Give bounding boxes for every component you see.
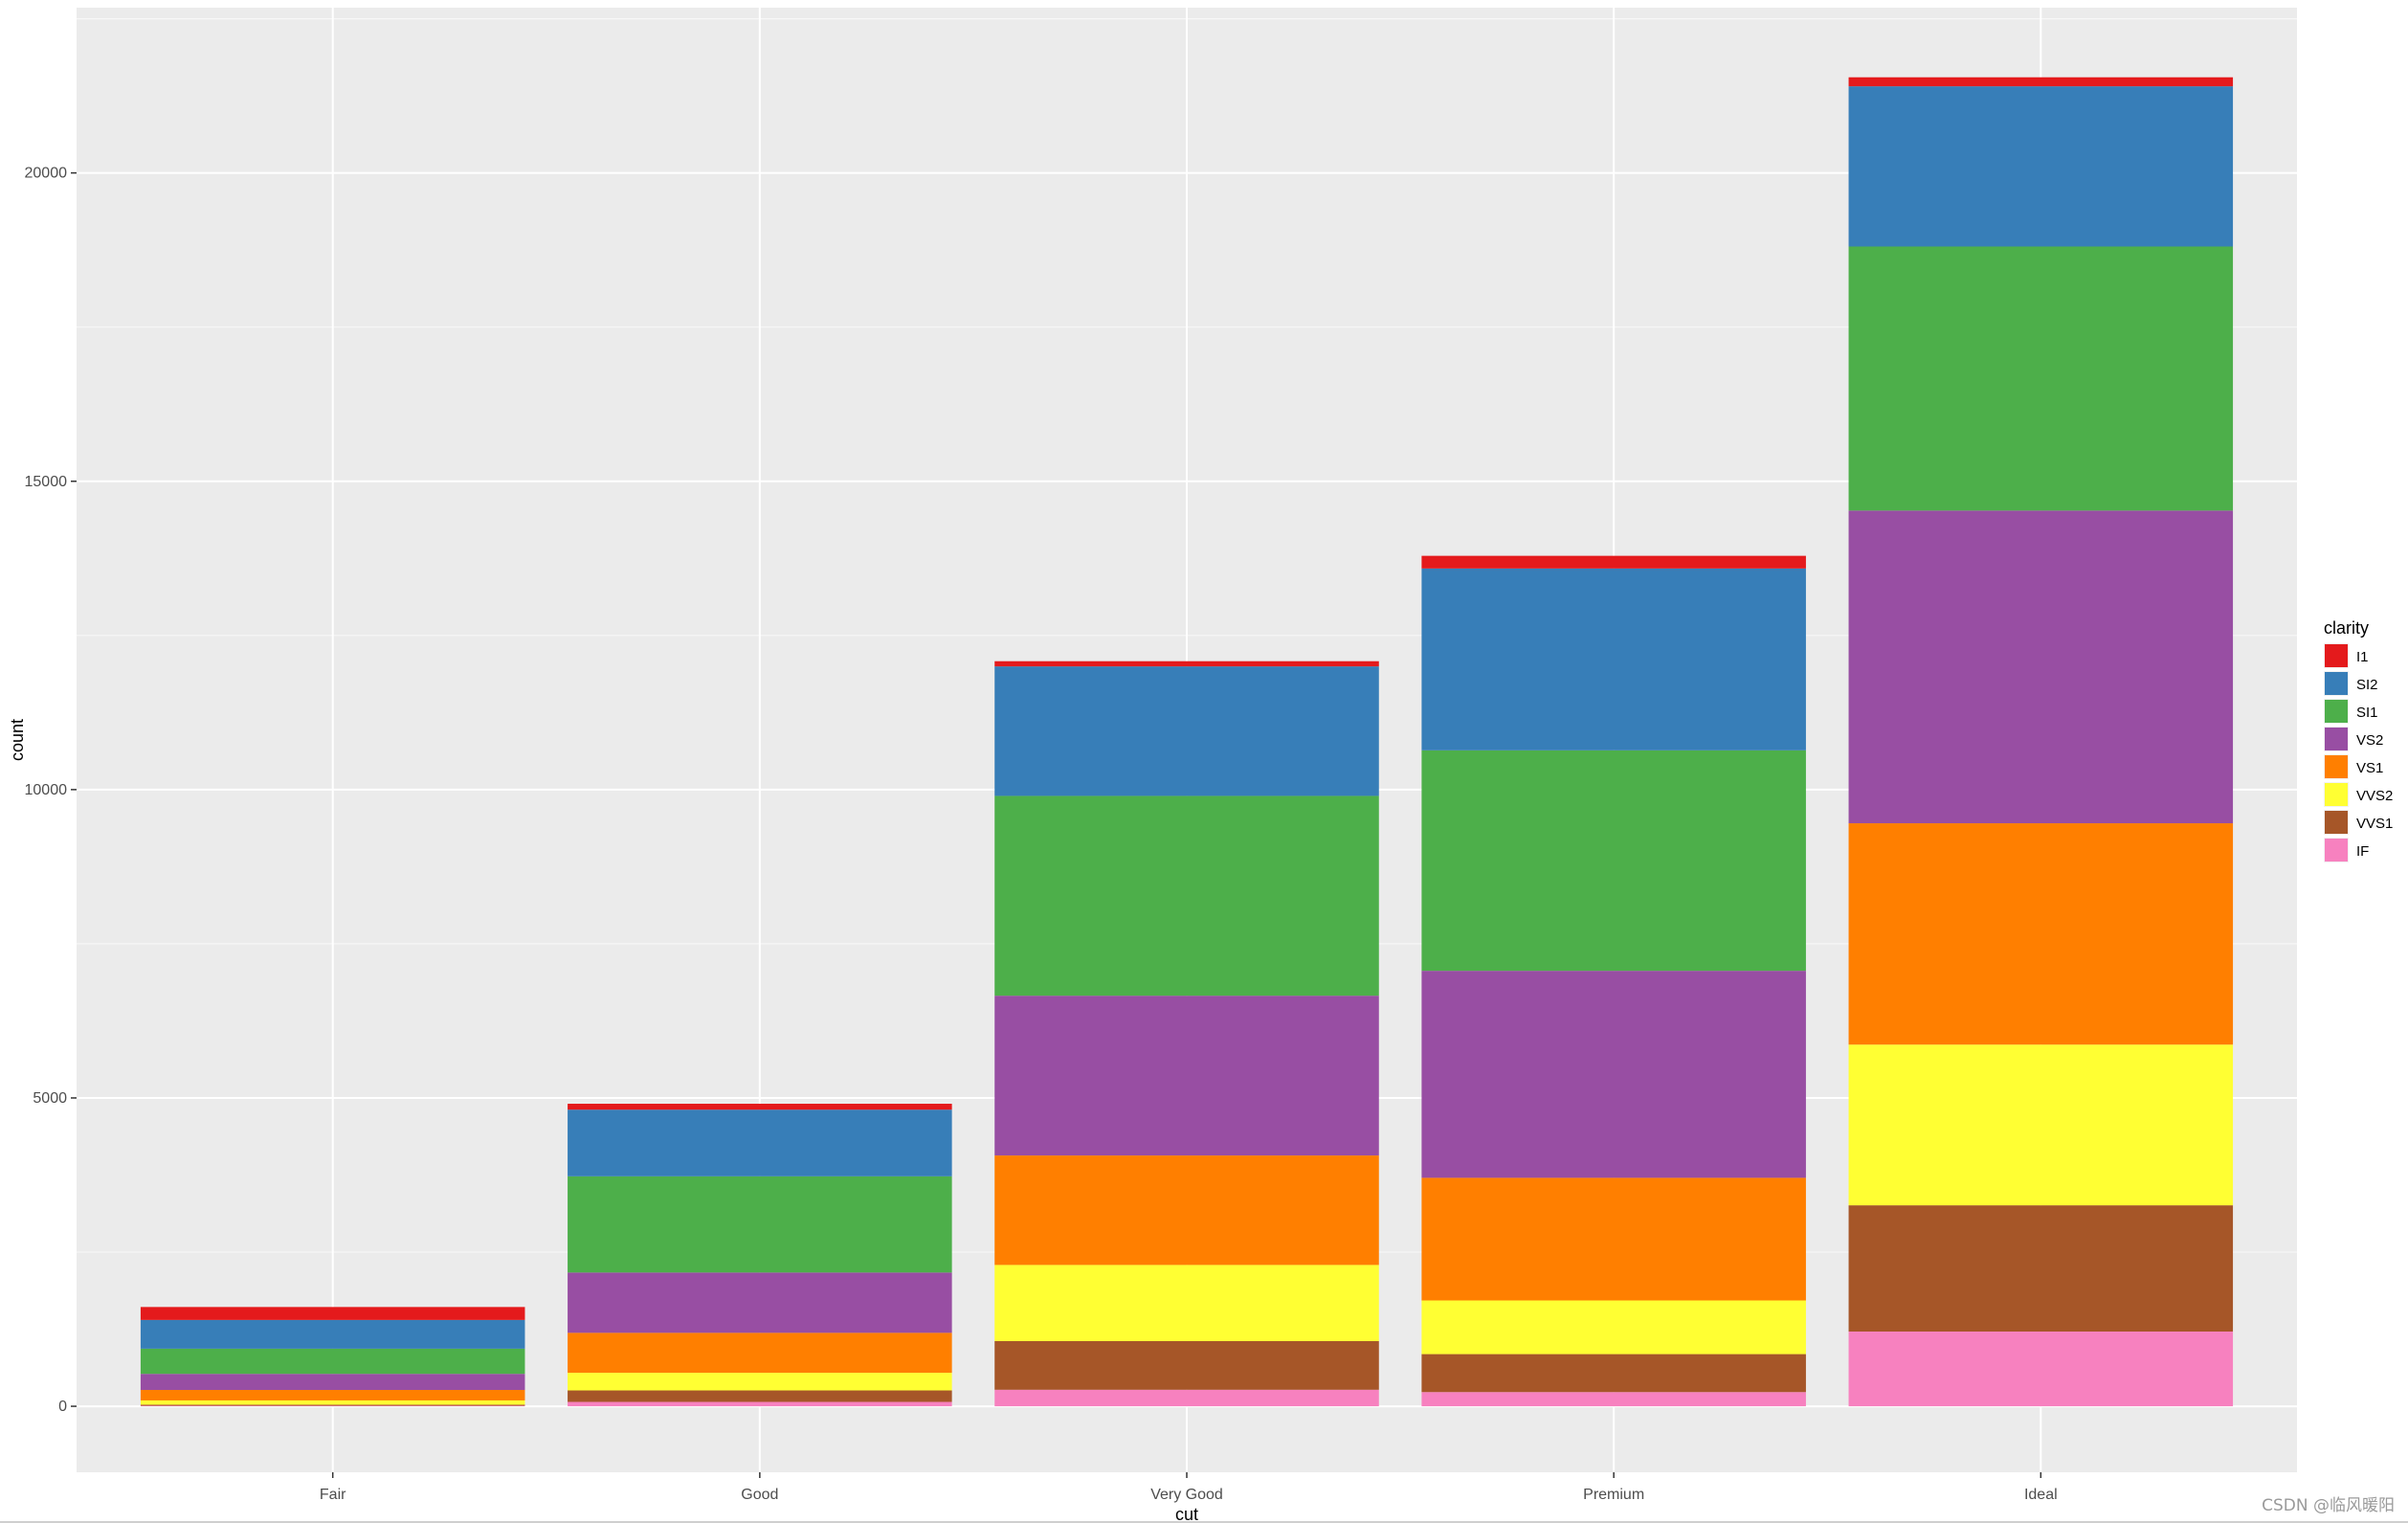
bar-segment-vvs2 (1421, 1300, 1806, 1355)
bar-segment-vs2 (140, 1374, 525, 1390)
legend-swatch (2325, 755, 2348, 778)
legend-swatch (2325, 839, 2348, 862)
bar-segment-if (568, 1401, 952, 1407)
x-axis-title: cut (1175, 1505, 1198, 1523)
legend-label: IF (2356, 843, 2369, 860)
bar-segment-vs2 (568, 1272, 952, 1333)
legend-label: I1 (2356, 649, 2369, 665)
bar-stacks (140, 77, 2234, 1407)
y-tick-label: 0 (58, 1399, 67, 1415)
bar-segment-if (1848, 1331, 2234, 1407)
y-tick-label: 15000 (25, 474, 68, 490)
legend-label: SI1 (2356, 705, 2378, 721)
legend-label: SI2 (2356, 677, 2378, 693)
bar-stack (140, 1307, 525, 1407)
legend-label: VVS1 (2356, 816, 2393, 832)
x-tick-label: Good (741, 1487, 778, 1503)
bar-segment-si1 (140, 1348, 525, 1375)
legend-item: VVS2 (2324, 782, 2393, 807)
legend-swatch (2325, 700, 2348, 723)
bar-segment-vs1 (140, 1389, 525, 1400)
legend-item: SI2 (2324, 671, 2378, 696)
bar-segment-si2 (568, 1109, 952, 1176)
bar-segment-si1 (568, 1176, 952, 1273)
x-axis: Fair Good Very Good Premium Ideal (320, 1472, 2058, 1503)
bar-segment-if (140, 1405, 525, 1407)
bar-segment-si2 (1848, 86, 2234, 247)
bar-segment-si2 (140, 1319, 525, 1349)
bar-segment-si1 (1848, 246, 2234, 511)
legend-swatch (2325, 783, 2348, 806)
bar-segment-i1 (994, 661, 1379, 667)
x-tick-label: Very Good (1150, 1487, 1223, 1503)
bar-segment-si1 (1421, 750, 1806, 972)
y-tick-label: 10000 (25, 782, 68, 798)
legend-swatch (2325, 728, 2348, 750)
bar-segment-vs2 (1848, 510, 2234, 824)
legend-item: I1 (2324, 643, 2369, 668)
bar-segment-vs2 (1421, 971, 1806, 1178)
x-tick-label: Premium (1583, 1487, 1644, 1503)
legend-item: SI1 (2324, 699, 2378, 724)
watermark: CSDN @临风暖阳 (2262, 1496, 2395, 1515)
y-axis: 0 5000 10000 15000 20000 (25, 166, 77, 1415)
legend-swatch (2325, 811, 2348, 834)
bar-segment-vvs2 (568, 1373, 952, 1391)
bar-segment-vvs1 (1421, 1354, 1806, 1393)
bar-stack (568, 1104, 952, 1407)
legend-item: VS2 (2324, 727, 2383, 751)
bar-segment-si2 (1421, 568, 1806, 750)
bar-segment-vvs2 (994, 1265, 1379, 1341)
bar-segment-vs2 (994, 996, 1379, 1156)
bar-segment-vs1 (1848, 823, 2234, 1045)
bar-segment-vvs1 (1848, 1205, 2234, 1332)
legend-title: clarity (2324, 618, 2369, 638)
bar-segment-vvs1 (568, 1390, 952, 1402)
bottom-divider (0, 1521, 2408, 1523)
bar-segment-i1 (1421, 555, 1806, 569)
bar-segment-vvs2 (140, 1400, 525, 1405)
y-tick-label: 5000 (33, 1090, 67, 1107)
bar-segment-si1 (994, 795, 1379, 997)
bar-stack (1421, 555, 1806, 1407)
bar-segment-vvs2 (1848, 1044, 2234, 1206)
legend-label: VVS2 (2356, 788, 2393, 804)
legend-label: VS2 (2356, 732, 2383, 749)
bar-segment-i1 (568, 1104, 952, 1110)
y-tick-label: 20000 (25, 166, 68, 182)
legend-item: VVS1 (2324, 810, 2393, 835)
x-tick-label: Ideal (2024, 1487, 2058, 1503)
bar-segment-if (994, 1389, 1379, 1407)
bar-segment-if (1421, 1392, 1806, 1407)
bar-stack (1848, 77, 2234, 1407)
bar-segment-i1 (140, 1307, 525, 1320)
bar-segment-vs1 (568, 1333, 952, 1374)
bar-segment-vvs1 (140, 1404, 525, 1406)
legend-swatch (2325, 672, 2348, 695)
bar-stack (994, 661, 1379, 1407)
bar-segment-si2 (994, 666, 1379, 796)
x-tick-label: Fair (320, 1487, 346, 1503)
bar-segment-vvs1 (994, 1340, 1379, 1390)
bar-segment-vs1 (994, 1155, 1379, 1265)
legend-item: IF (2324, 838, 2369, 862)
legend-swatch (2325, 644, 2348, 667)
legend: clarity I1 SI2 SI1 VS2 VS1 VVS2 VVS1 IF (2324, 618, 2393, 862)
y-axis-title: count (8, 719, 27, 761)
legend-label: VS1 (2356, 760, 2383, 776)
legend-item: VS1 (2324, 754, 2383, 779)
bar-segment-vs1 (1421, 1177, 1806, 1301)
bar-segment-i1 (1848, 77, 2234, 87)
